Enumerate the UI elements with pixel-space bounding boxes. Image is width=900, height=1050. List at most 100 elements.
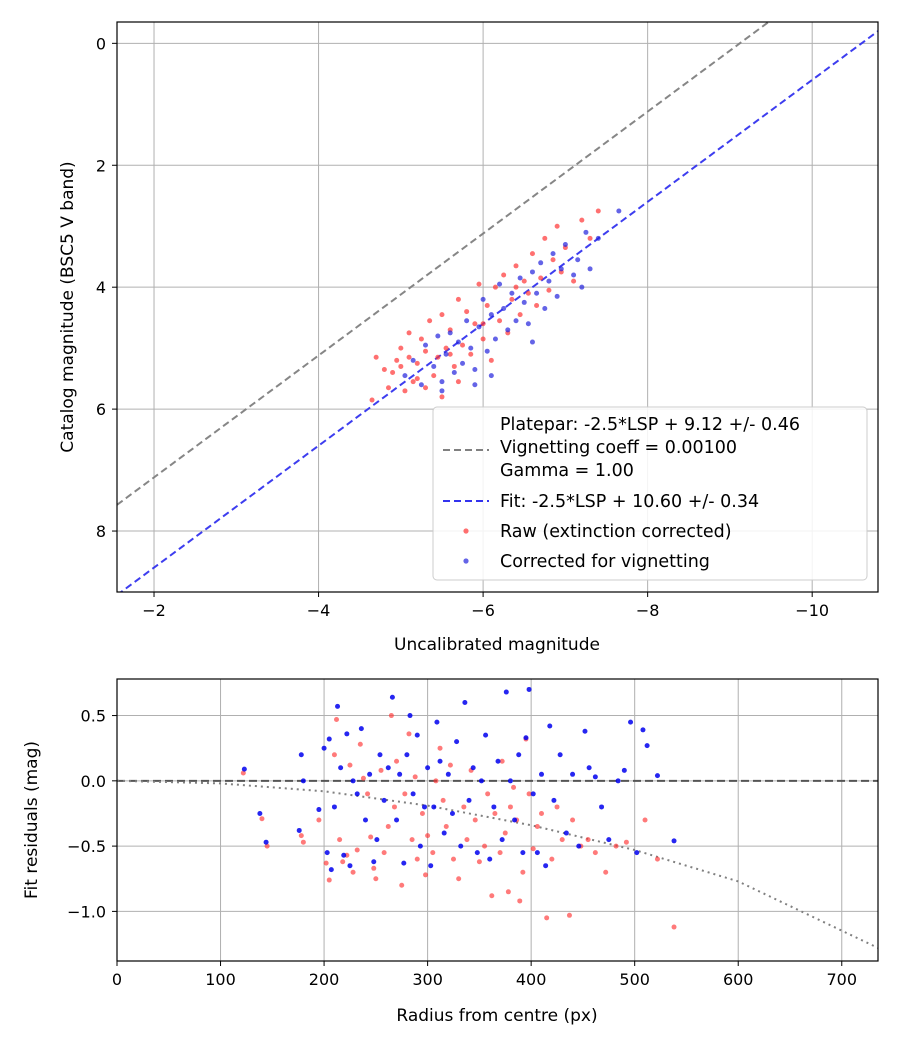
raw-residual-point (298, 833, 304, 839)
bottom-x-tick-label: 200 (309, 970, 340, 989)
corrected-residual-point (454, 739, 460, 745)
bottom-x-tick-label: 700 (826, 970, 857, 989)
corrected-residual-point (300, 778, 306, 784)
raw-point (427, 318, 433, 324)
corrected-residual-point (449, 810, 455, 816)
corrected-residual-point (530, 791, 536, 797)
raw-residual-point (497, 850, 503, 856)
corrected-residual-point (394, 817, 400, 823)
corrected-residual-point (495, 758, 501, 764)
raw-point (402, 388, 408, 394)
legend-corrected-marker (463, 558, 469, 564)
raw-point (435, 354, 441, 360)
raw-residual-point (613, 843, 619, 849)
legend-box (432, 406, 868, 581)
raw-residual-point (394, 758, 400, 764)
corrected-residual-point (350, 778, 356, 784)
raw-residual-point (316, 817, 322, 823)
raw-point (525, 290, 531, 296)
corrected-point (439, 379, 445, 385)
corrected-point (480, 296, 486, 302)
raw-residual-point (544, 915, 550, 921)
corrected-residual-point (385, 765, 391, 771)
corrected-residual-point (422, 804, 428, 810)
raw-residual-point (365, 791, 371, 797)
raw-point (414, 360, 420, 366)
raw-point (385, 385, 391, 391)
raw-residual-point (347, 762, 353, 768)
corrected-residual-point (347, 863, 353, 869)
corrected-residual-point (654, 773, 660, 779)
raw-point (373, 354, 379, 360)
raw-residual-point (623, 839, 629, 845)
corrected-point (509, 290, 515, 296)
corrected-point (571, 272, 577, 278)
corrected-point (497, 281, 503, 287)
corrected-residual-point (503, 689, 509, 695)
raw-point (468, 351, 474, 357)
raw-point (455, 379, 461, 385)
corrected-residual-point (428, 863, 434, 869)
top-x-tick-label: −6 (471, 601, 495, 620)
corrected-point (484, 348, 490, 354)
legend-corrected-label: Corrected for vignetting (500, 552, 710, 572)
corrected-residual-point (599, 804, 605, 810)
raw-residual-point (409, 837, 415, 843)
corrected-point (488, 312, 494, 318)
corrected-residual-point (335, 703, 341, 709)
corrected-residual-point (377, 752, 383, 758)
top-x-tick-label: −10 (795, 601, 829, 620)
raw-residual-point (489, 893, 495, 899)
corrected-point (558, 266, 564, 272)
bottom-x-tick-label: 100 (205, 970, 236, 989)
corrected-residual-point (487, 856, 493, 862)
raw-residual-point (437, 745, 443, 751)
corrected-residual-point (381, 797, 387, 803)
raw-residual-point (414, 856, 420, 862)
raw-residual-point (585, 837, 591, 843)
raw-residual-point (300, 839, 306, 845)
raw-point (546, 287, 552, 293)
bottom-y-tick-label: −0.5 (67, 837, 106, 856)
raw-residual-point (360, 775, 366, 781)
top-y-tick-label: 0 (96, 34, 106, 53)
top-x-ticks: −2 −4 −6 −8 −10 (142, 592, 829, 620)
corrected-residual-point (338, 765, 344, 771)
raw-point (595, 208, 601, 214)
corrected-point (451, 370, 457, 376)
top-y-axis-label: Catalog magnitude (BSC5 V band) (58, 161, 78, 452)
corrected-residual-point (557, 752, 563, 758)
corrected-point (595, 235, 601, 241)
raw-residual-point (333, 716, 339, 722)
raw-residual-point (440, 797, 446, 803)
raw-residual-point (559, 837, 565, 843)
raw-residual-point (476, 859, 482, 865)
raw-residual-point (499, 758, 505, 764)
corrected-residual-point (341, 852, 347, 858)
raw-point (418, 336, 424, 342)
raw-point (455, 296, 461, 302)
corrected-residual-point (507, 778, 513, 784)
corrected-residual-point (298, 752, 304, 758)
raw-residual-point (378, 767, 384, 773)
corrected-residual-point (316, 807, 322, 813)
raw-residual-point (505, 889, 511, 895)
raw-point (571, 278, 577, 284)
corrected-residual-point (671, 838, 677, 844)
corrected-point (460, 360, 466, 366)
raw-point (410, 379, 416, 385)
raw-point (406, 330, 412, 336)
corrected-residual-point (512, 817, 518, 823)
corrected-point (435, 333, 441, 339)
raw-residual-point (381, 850, 387, 856)
raw-point (497, 318, 503, 324)
corrected-residual-point (371, 859, 377, 865)
corrected-residual-point (570, 771, 576, 777)
raw-point (464, 309, 470, 315)
corrected-residual-point (374, 837, 380, 843)
corrected-residual-point (437, 758, 443, 764)
corrected-residual-point (523, 735, 529, 741)
corrected-residual-point (644, 743, 650, 749)
raw-residual-point (388, 713, 394, 719)
corrected-residual-point (576, 843, 582, 849)
